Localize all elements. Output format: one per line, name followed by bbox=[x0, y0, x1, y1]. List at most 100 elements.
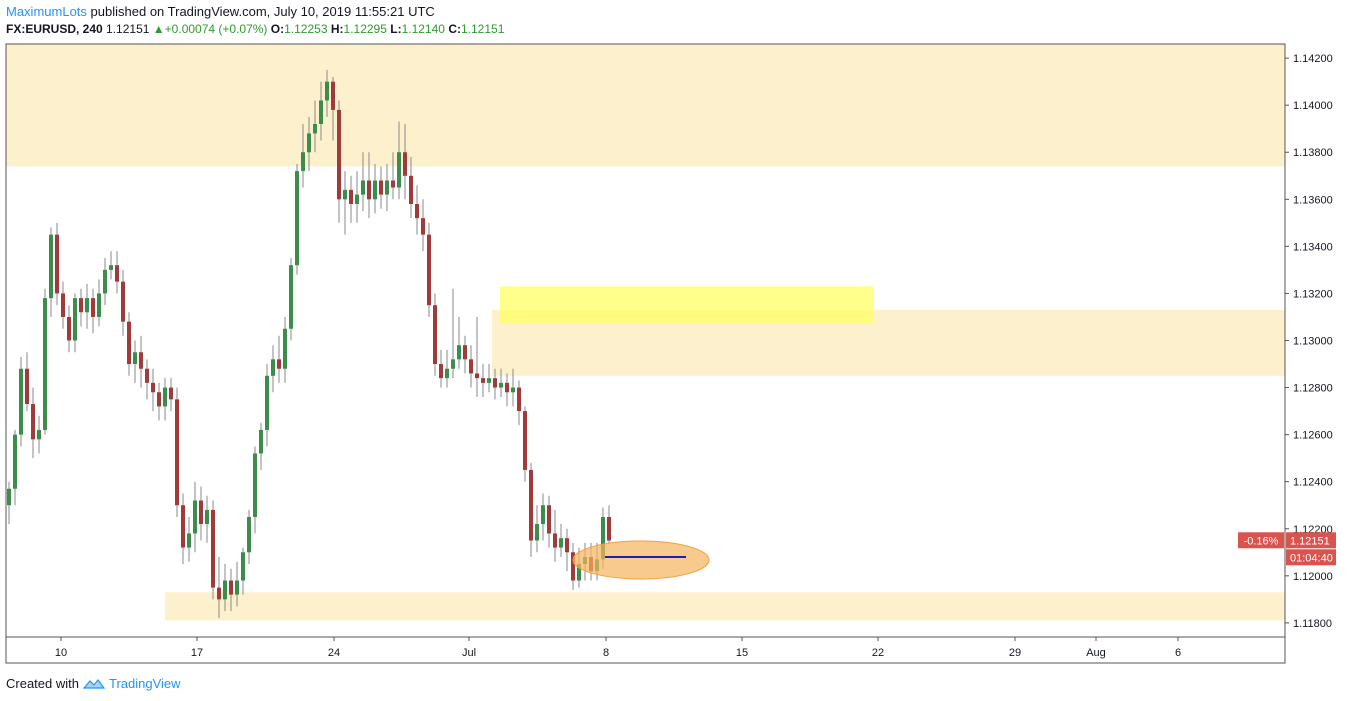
tradingview-logo-icon bbox=[82, 678, 105, 689]
created-with-text: Created with bbox=[6, 676, 79, 691]
candle-body bbox=[127, 321, 131, 365]
candle-body bbox=[31, 404, 35, 440]
candle-body bbox=[109, 265, 113, 270]
candle-body bbox=[469, 359, 473, 374]
chart-frame bbox=[5, 43, 1286, 664]
candle-body bbox=[97, 293, 101, 317]
candle-body bbox=[451, 359, 455, 369]
x-tick-label: Aug bbox=[1086, 647, 1106, 659]
last-price: 1.12151 bbox=[106, 22, 150, 36]
x-tick-label: 8 bbox=[603, 647, 609, 659]
candle-body bbox=[385, 180, 389, 195]
candle-body bbox=[607, 516, 611, 541]
candle-body bbox=[523, 411, 527, 470]
candle-body bbox=[181, 505, 185, 548]
y-tick-label: 1.14200 bbox=[1293, 53, 1333, 65]
candle-body bbox=[535, 524, 539, 541]
zone-rect bbox=[500, 286, 874, 325]
candle-body bbox=[223, 580, 227, 600]
x-tick-label: Jul bbox=[462, 647, 476, 659]
author-link[interactable]: MaximumLots bbox=[6, 4, 87, 19]
candle-body bbox=[361, 180, 365, 195]
candle-body bbox=[19, 368, 23, 435]
candle-body bbox=[481, 378, 485, 383]
x-tick-label: 10 bbox=[55, 647, 67, 659]
candle-body bbox=[133, 352, 137, 365]
candle-body bbox=[409, 175, 413, 205]
candle-body bbox=[103, 269, 107, 294]
published-text: published on TradingView.com, July 10, 2… bbox=[90, 4, 435, 19]
open-value: 1.12253 bbox=[284, 22, 328, 36]
candle-body bbox=[499, 382, 503, 388]
candle-body bbox=[445, 368, 449, 379]
x-tick-label: 6 bbox=[1175, 647, 1181, 659]
y-tick-label: 1.13200 bbox=[1293, 288, 1333, 300]
candle-body bbox=[337, 109, 341, 200]
candle-body bbox=[25, 368, 29, 405]
symbol-label[interactable]: FX:EURUSD, 240 bbox=[6, 22, 103, 36]
candle-body bbox=[79, 298, 83, 313]
y-tick-label: 1.13600 bbox=[1293, 194, 1333, 206]
candle-body bbox=[421, 218, 425, 235]
candle-body bbox=[439, 364, 443, 379]
footer: Created with TradingView bbox=[6, 676, 181, 691]
price-badge bbox=[1286, 532, 1336, 549]
pct-badge bbox=[1238, 532, 1284, 549]
candle-body bbox=[427, 234, 431, 306]
candle-body bbox=[145, 368, 149, 383]
price-badge-text: 1.12151 bbox=[1290, 535, 1330, 547]
publish-info: MaximumLots published on TradingView.com… bbox=[6, 4, 435, 19]
candle-body bbox=[547, 505, 551, 534]
candle-body bbox=[565, 538, 569, 553]
candle-body bbox=[151, 382, 155, 393]
countdown-text: 01:04:40 bbox=[1290, 552, 1333, 564]
candle-body bbox=[577, 564, 581, 581]
candle-body bbox=[289, 265, 293, 329]
open-label: O: bbox=[270, 22, 285, 36]
candle-body bbox=[379, 180, 383, 195]
y-tick-label: 1.13000 bbox=[1293, 336, 1333, 348]
candle-body bbox=[559, 538, 563, 548]
candle-body bbox=[85, 298, 89, 313]
candle-body bbox=[13, 434, 17, 489]
y-tick-label: 1.13800 bbox=[1293, 147, 1333, 159]
y-tick-label: 1.13400 bbox=[1293, 241, 1333, 253]
y-tick-label: 1.12000 bbox=[1293, 571, 1333, 583]
candle-body bbox=[433, 305, 437, 365]
candle-body bbox=[415, 204, 419, 219]
candle-body bbox=[157, 392, 161, 407]
x-tick-label: 24 bbox=[328, 647, 340, 659]
candle-body bbox=[271, 359, 275, 376]
low-value: 1.12140 bbox=[401, 22, 445, 36]
candle-body bbox=[355, 194, 359, 205]
candle-body bbox=[49, 234, 53, 299]
tradingview-link[interactable]: TradingView bbox=[108, 676, 181, 691]
candle-body bbox=[277, 359, 281, 369]
candle-body bbox=[241, 552, 245, 581]
candle-body bbox=[73, 298, 77, 341]
high-value: 1.12295 bbox=[343, 22, 387, 36]
candle-body bbox=[343, 189, 347, 200]
candle-body bbox=[55, 234, 59, 294]
candle-body bbox=[313, 124, 317, 134]
candle-body bbox=[511, 387, 515, 393]
countdown-badge bbox=[1286, 549, 1336, 566]
candle-body bbox=[295, 171, 299, 266]
y-tick-label: 1.12800 bbox=[1293, 383, 1333, 395]
candle-body bbox=[193, 500, 197, 534]
low-label: L: bbox=[390, 22, 402, 36]
candle-body bbox=[601, 516, 605, 560]
candle-body bbox=[259, 429, 263, 454]
candle-body bbox=[325, 81, 329, 101]
high-label: H: bbox=[330, 22, 344, 36]
close-value: 1.12151 bbox=[460, 22, 505, 36]
highlight-ellipse bbox=[572, 540, 710, 580]
y-tick-label: 1.12600 bbox=[1293, 430, 1333, 442]
y-tick-label: 1.14000 bbox=[1293, 100, 1333, 112]
y-tick-label: 1.12400 bbox=[1293, 477, 1333, 489]
candle-body bbox=[115, 265, 119, 282]
candle-body bbox=[301, 152, 305, 172]
candle-body bbox=[571, 552, 575, 581]
candle-body bbox=[553, 533, 557, 548]
